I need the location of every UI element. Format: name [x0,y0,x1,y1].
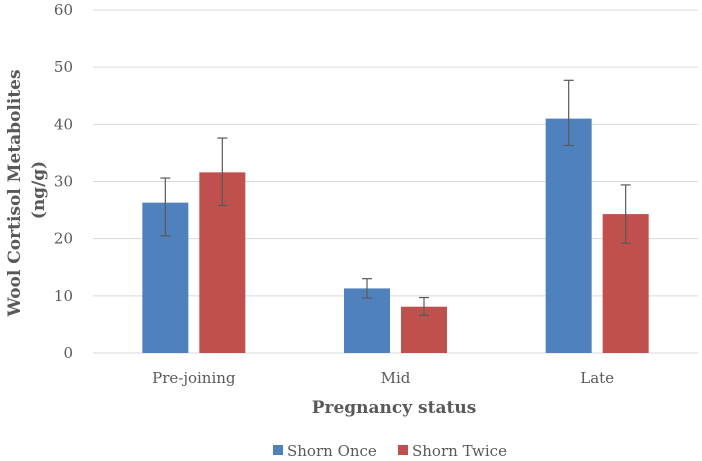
y-axis-ticks: 0 10 20 30 40 50 60 [54,1,73,362]
y-tick-label: 50 [54,58,73,76]
y-tick-label: 20 [54,230,73,248]
legend: Shorn Once Shorn Twice [273,442,507,460]
y-tick-label: 40 [54,115,73,133]
y-tick-label: 60 [54,1,73,19]
legend-swatch-shorn-once [273,445,283,455]
error-bar [160,177,171,237]
bar-shorn-once-late [545,118,592,353]
y-tick-label: 30 [54,173,73,191]
x-tick-label: Late [580,369,614,387]
y-tick-label: 10 [54,287,73,305]
error-bar [362,278,372,299]
bars [142,79,649,353]
legend-label-shorn-once: Shorn Once [287,442,377,460]
error-bar [563,79,574,147]
x-tick-label: Mid [381,369,411,387]
x-tick-label: Pre-joining [152,369,236,387]
error-bar [217,137,228,207]
legend-swatch-shorn-twice [398,445,408,455]
gridlines [93,9,698,354]
y-tick-label: 0 [63,344,73,362]
y-axis-title: Wool Cortisol Metabolites (ng/g) [5,64,49,318]
x-axis-title: Pregnancy status [312,398,477,418]
bar-shorn-once-mid [344,288,390,353]
x-axis-ticks: Pre-joining Mid Late [152,369,614,387]
legend-label-shorn-twice: Shorn Twice [412,442,507,460]
error-bar [419,296,429,316]
error-bar [620,184,631,244]
